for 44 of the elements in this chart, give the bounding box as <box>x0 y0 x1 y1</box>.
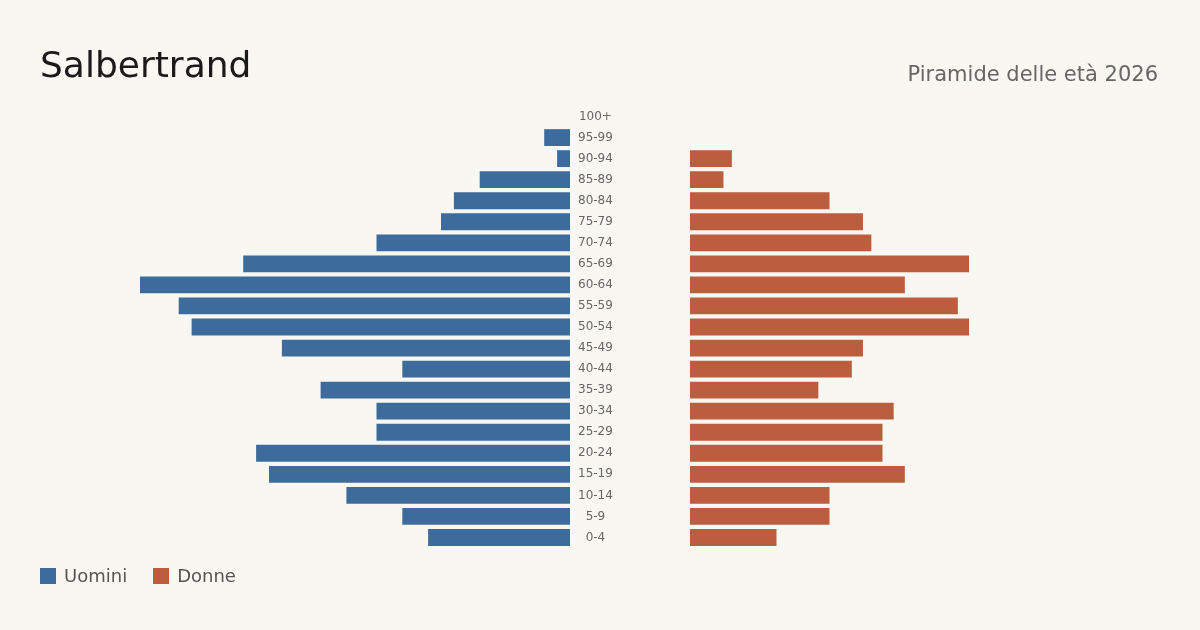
y-tick-label: 70-74 <box>578 234 613 249</box>
y-tick-label: 0-4 <box>585 529 606 544</box>
bar <box>690 171 724 189</box>
bar <box>690 150 732 168</box>
y-tick-label: 40-44 <box>578 361 613 376</box>
bar <box>690 444 883 462</box>
legend-label: Uomini <box>63 565 128 586</box>
y-tick-label: 85-89 <box>578 171 613 186</box>
y-tick-label: 80-84 <box>578 192 613 207</box>
bar <box>690 402 894 420</box>
bar <box>690 234 872 252</box>
y-tick-label: 20-24 <box>578 445 613 460</box>
y-tick-label: 30-34 <box>578 403 613 418</box>
chart-title: Salbertrand <box>40 44 252 85</box>
bar <box>690 360 852 378</box>
bar <box>690 508 830 525</box>
y-tick-label: 60-64 <box>578 277 613 292</box>
y-tick-label: 65-69 <box>578 255 613 270</box>
bar <box>690 423 883 441</box>
bar <box>690 486 830 504</box>
y-tick-label: 15-19 <box>578 466 613 481</box>
y-tick-label: 35-39 <box>578 382 613 397</box>
bar <box>690 339 863 357</box>
bar <box>690 213 863 231</box>
y-tick-label: 25-29 <box>578 424 613 439</box>
y-tick-label: 45-49 <box>578 340 613 355</box>
y-tick-label: 10-14 <box>578 487 613 502</box>
y-tick-label: 50-54 <box>578 319 613 334</box>
bar <box>690 529 777 546</box>
bar <box>690 255 969 273</box>
bar <box>690 381 819 399</box>
y-tick-label: 75-79 <box>578 213 613 228</box>
y-tick-label: 55-59 <box>578 298 613 313</box>
y-tick-label: 100+ <box>578 108 612 123</box>
y-tick-label: 95-99 <box>578 129 613 144</box>
legend-label: Donne <box>176 565 236 586</box>
y-tick-label: 5-9 <box>585 508 606 523</box>
bar <box>690 276 905 294</box>
text: Piramide delle età 2026 <box>907 62 1158 86</box>
y-tick-label: 90-94 <box>578 150 613 165</box>
bar <box>690 192 830 210</box>
bar <box>690 297 958 315</box>
bar <box>690 318 969 336</box>
bar <box>690 465 905 483</box>
